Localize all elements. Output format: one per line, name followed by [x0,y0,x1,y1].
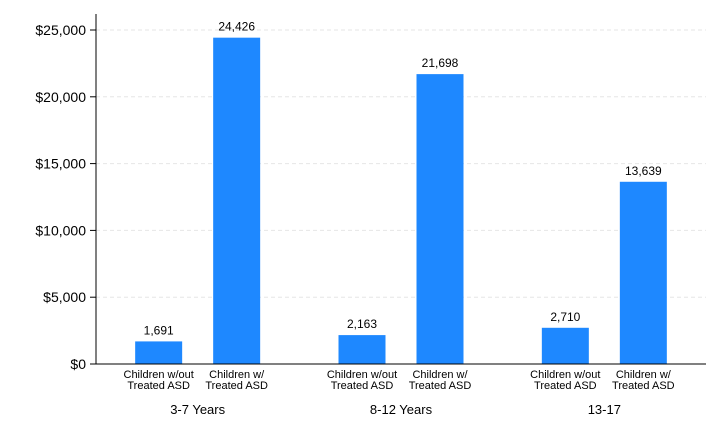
bar [541,327,589,364]
bar-value-label: 21,698 [422,56,459,70]
bar-category-label: Children w/out [530,369,600,381]
y-tick-label: $0 [70,356,86,372]
bar [619,181,667,364]
bar [213,37,261,364]
bars: 1,691 24,426 2,163 21,698 2,710 13,639 [135,20,667,365]
bar-category-label: Treated ASD [331,380,394,392]
group-label: 13-17 [588,402,621,417]
bar-category-label: Children w/ [412,369,468,381]
y-tick-label: $5,000 [43,289,86,305]
bar-category-label: Children w/out [327,369,397,381]
y-axis: $0 $5,000 $10,000 $15,000 $20,000 $25,000 [35,14,97,372]
y-tick-label: $20,000 [35,89,86,105]
bar-value-label: 13,639 [625,164,662,178]
bar-category-label: Children w/ [616,369,672,381]
group-label: 3-7 Years [170,402,225,417]
bar-category-label: Treated ASD [534,380,597,392]
bar-category-label: Treated ASD [205,380,268,392]
bar-value-label: 2,710 [550,310,580,324]
bar-category-label: Children w/ [209,369,265,381]
bar-category-label: Treated ASD [409,380,472,392]
y-tick-label: $15,000 [35,156,86,172]
gridlines [96,29,706,298]
group-label: 8-12 Years [370,402,433,417]
bar-value-label: 24,426 [218,20,255,34]
bar-category-label: Children w/out [124,369,194,381]
bar-value-label: 1,691 [144,323,174,337]
y-tick-label: $25,000 [35,22,86,38]
y-tick-label: $10,000 [35,222,86,238]
bar-category-label: Treated ASD [127,380,190,392]
bar-value-label: 2,163 [347,317,377,331]
bar [135,341,183,364]
bar-category-label: Treated ASD [612,380,675,392]
bar [416,74,464,365]
bar [338,335,386,364]
